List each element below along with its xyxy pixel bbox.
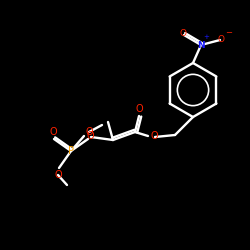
Text: O: O <box>218 34 224 43</box>
Text: O: O <box>180 30 186 38</box>
Text: O: O <box>86 131 94 141</box>
Text: O: O <box>54 170 62 180</box>
Text: N: N <box>197 40 205 50</box>
Text: P: P <box>68 146 74 156</box>
Text: O: O <box>85 127 93 137</box>
Text: −: − <box>226 28 232 38</box>
Text: O: O <box>135 104 143 114</box>
Text: +: + <box>203 34 209 40</box>
Text: O: O <box>150 131 158 141</box>
Text: O: O <box>49 127 57 137</box>
